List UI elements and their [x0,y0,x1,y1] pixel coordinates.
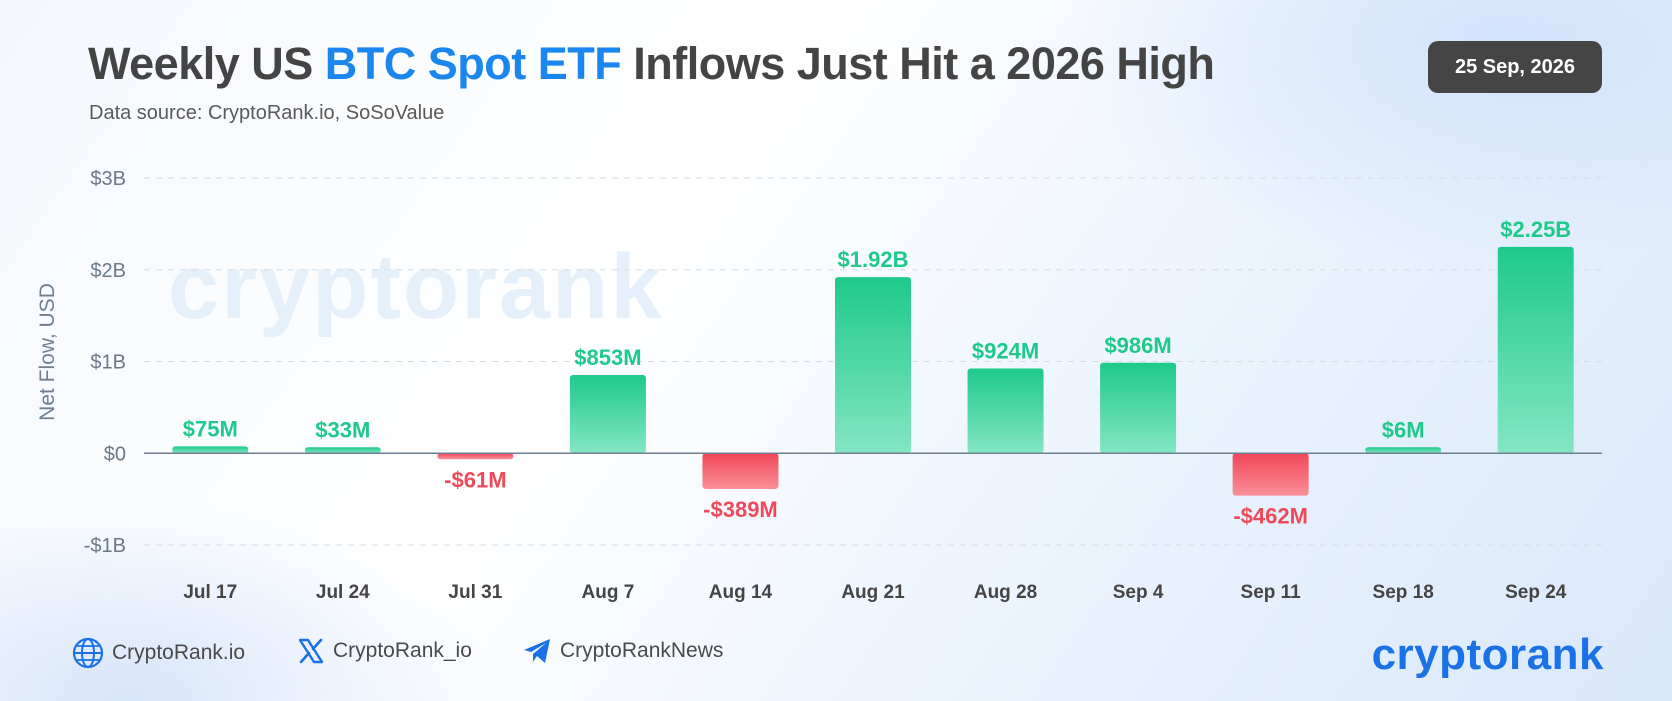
x-handle-label: CryptoRank_io [333,639,472,662]
bar-value-label: -$462M [1233,504,1308,529]
y-tick-label: $0 [104,443,126,465]
x-tick-label: Jul 24 [316,582,370,603]
footer-website[interactable]: CryptoRank.io [72,637,245,669]
website-label: CryptoRank.io [112,641,246,664]
footer-x[interactable]: CryptoRank_io [297,637,472,665]
grid-lines [144,177,1602,546]
data-source-subtitle: Data source: CryptoRank.io, SoSoValue [89,102,445,124]
title-part-2: Inflows Just Hit a 2026 High [621,38,1215,89]
bar-value-label: $1.92B [838,247,909,272]
globe-icon [72,637,104,669]
bar-chart: cryptorank $3B $2B $1B $0 -$1B Net Flow, USD… [36,168,1602,603]
footer-telegram[interactable]: CryptoRankNews [522,637,723,665]
x-tick-label: Aug 14 [709,582,773,603]
bar [1100,362,1177,454]
bar-value-label: $33M [315,417,370,442]
bar-value-label: $924M [972,338,1039,363]
telegram-icon [522,637,552,665]
value-labels: $75M $33M -$61M $853M -$389M $1.92B $924M $986M… [183,217,1571,529]
x-tick-label: Aug 21 [841,582,905,603]
x-tick-label: Sep 18 [1373,582,1434,603]
bar [1365,447,1442,454]
x-tick-label: Aug 7 [582,582,635,603]
x-tick-label: Aug 28 [974,582,1037,603]
telegram-label: CryptoRankNews [560,639,724,662]
y-tick-label: $3B [90,168,126,190]
bar-value-label: $75M [183,416,238,441]
bar-value-label: $853M [574,345,641,370]
x-logo-icon [297,637,325,665]
bar [835,277,911,454]
x-tick-label: Jul 31 [448,582,502,603]
bar [1232,453,1309,496]
cryptorank-logo: cryptorank [1371,630,1604,679]
y-axis-ticks: $3B $2B $1B $0 -$1B [84,168,126,557]
bars [172,246,1574,496]
watermark-logo: cryptorank [168,236,664,338]
date-badge: 25 Sep, 2026 [1428,41,1602,93]
bar [702,453,779,489]
x-tick-label: Sep 11 [1241,582,1302,603]
y-tick-label: $1B [90,352,126,374]
y-axis-label: Net Flow, USD [36,283,59,421]
y-tick-label: -$1B [84,535,126,557]
bar [172,446,249,454]
x-tick-label: Sep 4 [1113,582,1164,603]
x-tick-label: Jul 17 [183,582,237,603]
bar-value-label: $986M [1104,333,1171,358]
x-axis-ticks: Jul 17 Jul 24 Jul 31 Aug 7 Aug 14 Aug 21 Aug 2… [183,582,1566,603]
bar [1497,246,1574,454]
bar [967,368,1044,454]
bar [437,453,514,460]
x-tick-label: Sep 24 [1505,582,1567,603]
page-title: Weekly US BTC Spot ETF Inflows Just Hit … [88,38,1215,90]
bar-value-label: -$61M [444,467,506,492]
bar [569,374,646,454]
bar-value-label: -$389M [703,497,778,522]
y-tick-label: $2B [90,260,126,282]
bar-value-label: $2.25B [1500,217,1571,242]
title-highlight: BTC Spot ETF [324,38,622,89]
title-part-1: Weekly US [88,38,325,89]
bar [304,447,381,454]
bar-value-label: $6M [1382,417,1425,442]
